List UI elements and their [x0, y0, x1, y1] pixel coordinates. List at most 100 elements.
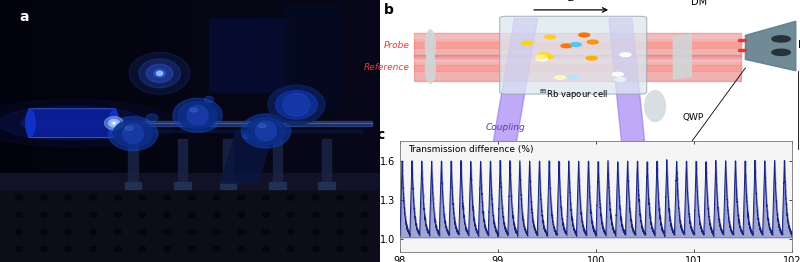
- Polygon shape: [494, 18, 538, 141]
- Circle shape: [554, 76, 566, 79]
- Bar: [129, 139, 138, 186]
- Ellipse shape: [645, 91, 666, 122]
- Circle shape: [90, 230, 97, 234]
- Circle shape: [275, 90, 318, 119]
- Circle shape: [242, 114, 290, 148]
- Ellipse shape: [21, 111, 123, 135]
- Bar: [414, 57, 742, 61]
- Circle shape: [105, 117, 123, 130]
- Text: $^{85}$Rb vapour cell: $^{85}$Rb vapour cell: [538, 88, 608, 102]
- Circle shape: [570, 43, 582, 46]
- Bar: [0, 178, 380, 262]
- Bar: [273, 139, 282, 186]
- Circle shape: [157, 71, 162, 75]
- Circle shape: [205, 96, 214, 103]
- Circle shape: [173, 98, 222, 132]
- Ellipse shape: [258, 124, 266, 128]
- Circle shape: [108, 117, 158, 151]
- Circle shape: [545, 35, 555, 39]
- Circle shape: [65, 230, 72, 234]
- Ellipse shape: [187, 105, 208, 125]
- FancyBboxPatch shape: [500, 16, 646, 94]
- Bar: [318, 182, 335, 189]
- Text: DM: DM: [691, 0, 707, 7]
- Circle shape: [620, 53, 631, 57]
- Ellipse shape: [26, 110, 35, 136]
- Circle shape: [238, 195, 245, 200]
- Circle shape: [287, 195, 294, 200]
- Circle shape: [312, 230, 319, 234]
- Circle shape: [337, 247, 343, 251]
- Circle shape: [287, 212, 294, 217]
- Ellipse shape: [425, 52, 436, 84]
- Bar: [414, 65, 742, 71]
- Circle shape: [337, 230, 343, 234]
- Circle shape: [189, 212, 195, 217]
- Text: b: b: [384, 3, 394, 17]
- Circle shape: [238, 247, 245, 251]
- Bar: [220, 182, 236, 189]
- Circle shape: [164, 247, 170, 251]
- Polygon shape: [609, 18, 645, 141]
- Circle shape: [40, 230, 47, 234]
- Circle shape: [312, 195, 319, 200]
- Circle shape: [246, 117, 286, 145]
- Text: Transmission difference (%): Transmission difference (%): [408, 145, 534, 154]
- Circle shape: [578, 33, 590, 37]
- Ellipse shape: [283, 93, 310, 117]
- Circle shape: [613, 72, 623, 76]
- Bar: [209, 18, 293, 92]
- Circle shape: [178, 102, 218, 129]
- Bar: [223, 139, 233, 186]
- Circle shape: [90, 247, 97, 251]
- Circle shape: [114, 230, 122, 234]
- Circle shape: [561, 44, 572, 48]
- Circle shape: [362, 195, 368, 200]
- Polygon shape: [494, 18, 538, 141]
- Circle shape: [238, 212, 245, 217]
- Circle shape: [362, 212, 368, 217]
- Circle shape: [114, 212, 122, 217]
- Circle shape: [268, 85, 325, 124]
- Bar: [125, 182, 142, 189]
- Polygon shape: [220, 131, 274, 183]
- Bar: [269, 182, 286, 189]
- Circle shape: [40, 212, 47, 217]
- Circle shape: [15, 195, 22, 200]
- Circle shape: [287, 247, 294, 251]
- Bar: [174, 182, 190, 189]
- Bar: [322, 139, 331, 186]
- Circle shape: [538, 52, 550, 56]
- Circle shape: [535, 55, 546, 59]
- Circle shape: [312, 247, 319, 251]
- Circle shape: [238, 230, 245, 234]
- Bar: [414, 34, 742, 38]
- Circle shape: [189, 195, 195, 200]
- Circle shape: [337, 212, 343, 217]
- Circle shape: [164, 195, 170, 200]
- Text: a: a: [19, 10, 29, 24]
- Circle shape: [40, 195, 47, 200]
- Circle shape: [90, 195, 97, 200]
- Circle shape: [114, 247, 122, 251]
- Circle shape: [586, 56, 597, 60]
- Circle shape: [213, 247, 220, 251]
- Circle shape: [262, 230, 270, 234]
- Circle shape: [65, 212, 72, 217]
- Circle shape: [213, 212, 220, 217]
- Circle shape: [139, 195, 146, 200]
- Ellipse shape: [38, 115, 106, 131]
- Circle shape: [337, 195, 343, 200]
- Text: c: c: [377, 128, 385, 142]
- Circle shape: [15, 247, 22, 251]
- Circle shape: [362, 230, 368, 234]
- Circle shape: [189, 230, 195, 234]
- Text: QWP: QWP: [682, 113, 704, 122]
- Text: Reference: Reference: [363, 63, 410, 72]
- Circle shape: [40, 247, 47, 251]
- Circle shape: [114, 120, 153, 147]
- FancyBboxPatch shape: [29, 109, 116, 138]
- Circle shape: [362, 247, 368, 251]
- Text: $B$: $B$: [566, 0, 575, 3]
- Polygon shape: [673, 34, 692, 79]
